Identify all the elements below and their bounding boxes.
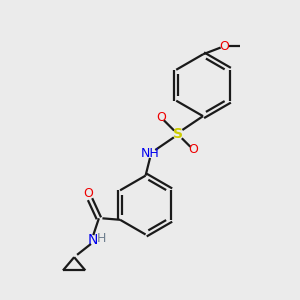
Text: H: H <box>97 232 106 244</box>
Text: O: O <box>219 40 229 52</box>
Text: O: O <box>156 111 166 124</box>
Text: N: N <box>87 232 98 247</box>
Text: NH: NH <box>141 147 159 160</box>
Text: O: O <box>84 188 94 200</box>
Text: S: S <box>173 128 183 141</box>
Text: O: O <box>188 143 198 156</box>
